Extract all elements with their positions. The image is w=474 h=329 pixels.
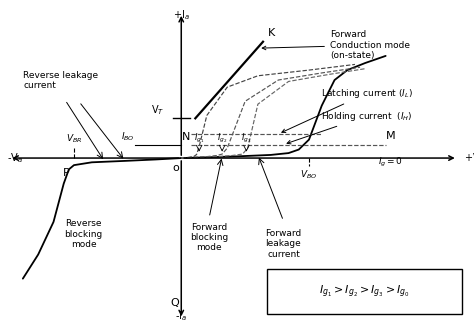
Text: $I_{g_2}$: $I_{g_2}$ (217, 132, 228, 145)
FancyBboxPatch shape (267, 269, 462, 315)
Text: K: K (268, 29, 275, 38)
Text: $I_{g_3}$: $I_{g_3}$ (241, 132, 252, 145)
Text: Latching current ($I_L$): Latching current ($I_L$) (282, 87, 412, 133)
Text: Forward
Conduction mode
(on-state): Forward Conduction mode (on-state) (262, 30, 410, 60)
Text: +V$_a$: +V$_a$ (464, 151, 474, 165)
Text: $I_{g_1} > I_{g_2} > I_{g_3} > I_{g_0}$: $I_{g_1} > I_{g_2} > I_{g_3} > I_{g_0}$ (319, 284, 410, 300)
Text: Q: Q (170, 298, 179, 308)
Text: $V_{BO}$: $V_{BO}$ (301, 169, 318, 181)
Text: $V_{BR}$: $V_{BR}$ (66, 132, 82, 145)
Text: P: P (63, 168, 69, 178)
Text: M: M (386, 131, 396, 141)
Text: Reverse
blocking
mode: Reverse blocking mode (64, 219, 103, 249)
Text: N: N (182, 132, 191, 142)
Text: -V$_a$: -V$_a$ (7, 151, 23, 165)
Text: o: o (173, 163, 179, 173)
Text: Forward
leakage
current: Forward leakage current (265, 229, 301, 259)
Text: Reverse leakage
current: Reverse leakage current (23, 71, 99, 90)
Text: Holding current  ($I_H$): Holding current ($I_H$) (287, 110, 412, 144)
Text: $I_{g_1}$: $I_{g_1}$ (194, 132, 204, 145)
Text: $I_g = 0$: $I_g = 0$ (378, 156, 403, 169)
Text: -I$_a$: -I$_a$ (175, 309, 187, 323)
Text: V$_T$: V$_T$ (151, 103, 164, 117)
Text: $I_{BO}$: $I_{BO}$ (121, 131, 135, 143)
Text: Forward
blocking
mode: Forward blocking mode (190, 222, 228, 252)
Text: +I$_a$: +I$_a$ (173, 8, 190, 22)
